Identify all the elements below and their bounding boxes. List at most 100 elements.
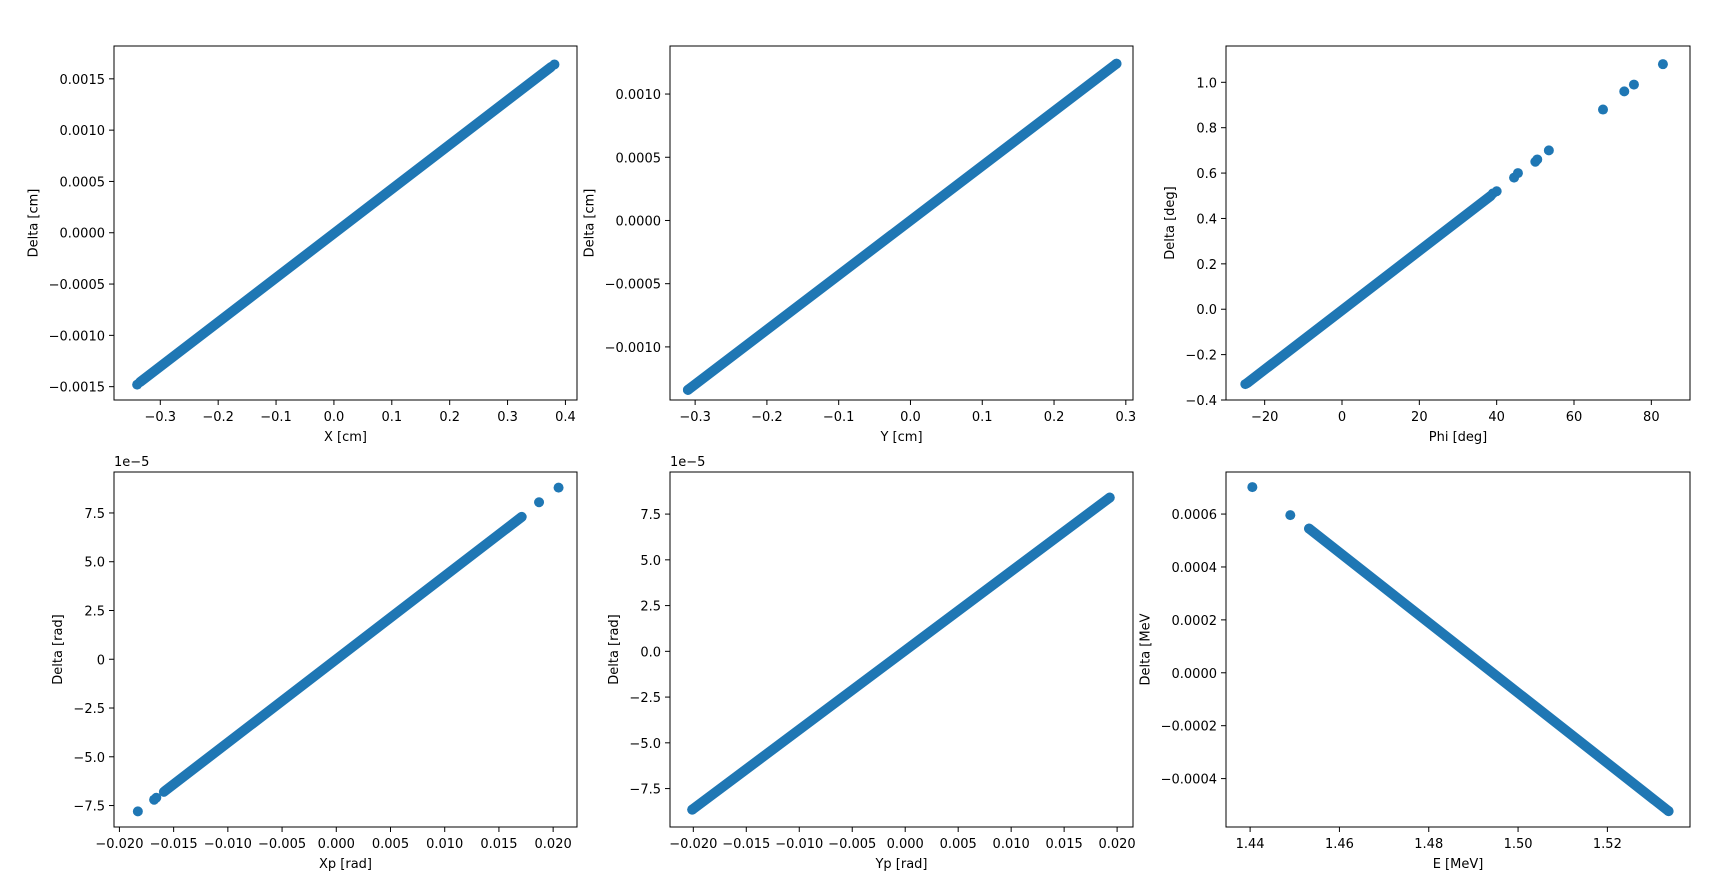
y-tick-label: −0.4 bbox=[1185, 394, 1217, 409]
y-offset-text: 1e−5 bbox=[670, 455, 705, 470]
scatter-point bbox=[549, 59, 560, 70]
x-tick-label: −0.1 bbox=[260, 410, 292, 425]
scatter-point bbox=[151, 792, 162, 803]
y-tick-label: −0.2 bbox=[1185, 349, 1217, 364]
x-tick-label: −0.3 bbox=[145, 410, 177, 425]
y-tick-label: −7.5 bbox=[73, 800, 105, 815]
y-tick-label: 0.0000 bbox=[1172, 667, 1218, 682]
y-axis-label: Delta [cm] bbox=[583, 189, 598, 258]
axes-frame bbox=[113, 45, 578, 401]
y-tick-label: 0 bbox=[97, 653, 105, 668]
x-tick-label: 0.005 bbox=[940, 837, 977, 852]
y-tick-label: 0.0005 bbox=[616, 151, 662, 166]
x-tick-label: 0.2 bbox=[1044, 410, 1065, 425]
scatter-point bbox=[534, 497, 545, 508]
x-tick-label: 1.46 bbox=[1325, 837, 1354, 852]
dense-point-run bbox=[135, 62, 556, 388]
x-tick-label: 40 bbox=[1488, 410, 1505, 425]
x-tick-label: 1.48 bbox=[1414, 837, 1443, 852]
scatter-point bbox=[1619, 86, 1630, 97]
y-tick-label: 0.0000 bbox=[616, 214, 662, 229]
x-tick-label: −0.2 bbox=[751, 410, 783, 425]
x-tick-label: −0.005 bbox=[258, 837, 306, 852]
y-tick-label: 0.0010 bbox=[616, 88, 662, 103]
x-tick-label: 0.015 bbox=[480, 837, 517, 852]
x-tick-label: 1.44 bbox=[1236, 837, 1265, 852]
scatter-point bbox=[132, 806, 143, 817]
y-tick-label: 0.0006 bbox=[1172, 508, 1218, 523]
y-tick-label: 0.2 bbox=[1196, 258, 1217, 273]
scatter-point bbox=[1285, 510, 1296, 521]
y-tick-label: 1.0 bbox=[1196, 76, 1217, 91]
scatter-point bbox=[1543, 145, 1554, 156]
y-tick-label: 0.0002 bbox=[1172, 614, 1218, 629]
x-tick-label: −0.020 bbox=[95, 837, 143, 852]
scatter-point bbox=[1532, 154, 1543, 165]
x-axis-label: Phi [deg] bbox=[1429, 430, 1487, 445]
x-tick-label: 0.020 bbox=[1098, 837, 1135, 852]
scatter-point bbox=[1104, 492, 1115, 503]
x-tick-label: 0.0 bbox=[900, 410, 921, 425]
x-tick-label: −0.010 bbox=[204, 837, 252, 852]
scatter-series bbox=[132, 482, 564, 817]
x-tick-label: 0.020 bbox=[535, 837, 572, 852]
x-tick-label: 0 bbox=[1338, 410, 1346, 425]
x-tick-label: 0.4 bbox=[555, 410, 576, 425]
subplot-1: −0.3 −0.2 −0.1 0.0 0.1 0.2 0.3 0.4 −0.0015 −0.001… bbox=[27, 45, 578, 445]
y-offset-text: 1e−5 bbox=[114, 455, 149, 470]
scatter-point bbox=[1663, 806, 1674, 817]
y-axis-label: Delta [rad] bbox=[51, 614, 66, 685]
x-tick-label: −0.3 bbox=[679, 410, 711, 425]
x-tick-label: 60 bbox=[1566, 410, 1583, 425]
x-tick-label: −0.2 bbox=[202, 410, 234, 425]
y-tick-label: −2.5 bbox=[629, 691, 661, 706]
y-tick-label: 0.8 bbox=[1196, 122, 1217, 137]
x-tick-label: 0.010 bbox=[993, 837, 1030, 852]
x-tick-label: 0.1 bbox=[972, 410, 993, 425]
dense-point-run bbox=[1304, 523, 1674, 817]
x-axis-label: Y [cm] bbox=[879, 430, 922, 445]
scatter-point bbox=[132, 379, 143, 390]
scatter-series bbox=[132, 59, 560, 390]
dense-point-run bbox=[682, 58, 1122, 395]
x-tick-label: −0.005 bbox=[828, 837, 876, 852]
y-tick-label: −0.0005 bbox=[49, 278, 105, 293]
y-tick-label: −5.0 bbox=[73, 751, 105, 766]
subplot-4: −0.020 −0.015 −0.010 −0.005 0.000 0.005 0.010 0… bbox=[51, 455, 578, 872]
x-tick-label: 0.0 bbox=[324, 410, 345, 425]
axes-frame bbox=[669, 471, 1134, 828]
subplot-5: −0.020 −0.015 −0.010 −0.005 0.000 0.005 0.010 0… bbox=[607, 455, 1136, 872]
dense-point-run bbox=[159, 511, 527, 796]
x-tick-label: −0.015 bbox=[722, 837, 770, 852]
y-tick-label: 0.0005 bbox=[60, 175, 106, 190]
y-tick-label: 0.4 bbox=[1196, 212, 1217, 227]
x-axis-label: Yp [rad] bbox=[874, 857, 927, 872]
axes-frame bbox=[669, 45, 1134, 401]
scatter-point bbox=[1512, 168, 1523, 179]
scatter-point bbox=[1304, 523, 1315, 534]
axes-frame bbox=[113, 471, 578, 828]
scatter-point bbox=[682, 384, 693, 395]
x-tick-label: −0.015 bbox=[150, 837, 198, 852]
y-tick-label: 5.0 bbox=[84, 556, 105, 571]
y-tick-label: −7.5 bbox=[629, 783, 661, 798]
x-tick-label: 20 bbox=[1411, 410, 1428, 425]
x-tick-label: −20 bbox=[1251, 410, 1278, 425]
y-tick-label: 2.5 bbox=[84, 604, 105, 619]
scatter-point bbox=[1247, 482, 1258, 493]
y-tick-label: −0.0004 bbox=[1161, 773, 1217, 788]
y-tick-label: 0.0015 bbox=[60, 73, 106, 88]
scatter-point bbox=[1657, 59, 1668, 70]
scatter-point bbox=[1240, 379, 1251, 390]
y-tick-label: −0.0005 bbox=[605, 278, 661, 293]
scatter-point bbox=[1628, 79, 1639, 90]
y-tick-label: 2.5 bbox=[640, 600, 661, 615]
subplot-3: −20 0 20 40 60 80 −0.4 −0.2 0.0 0.2 0.4 0.6 0.8 1.0 Ph… bbox=[1163, 45, 1691, 445]
scatter-series bbox=[1240, 59, 1668, 390]
y-tick-label: 0.0004 bbox=[1172, 561, 1218, 576]
x-tick-label: 0.000 bbox=[887, 837, 924, 852]
y-tick-label: 0.0 bbox=[1196, 303, 1217, 318]
scatter-point bbox=[158, 786, 169, 797]
